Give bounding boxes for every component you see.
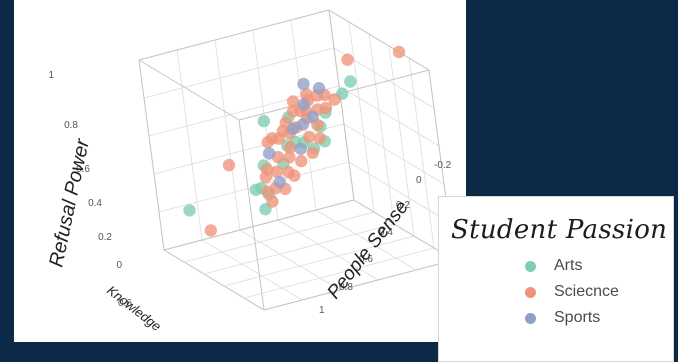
people-sense-tick-label: 1 [319, 305, 325, 316]
points-layer [183, 45, 406, 237]
box-edge [263, 259, 455, 311]
grid-line [315, 209, 417, 271]
data-point-arts [249, 183, 263, 196]
people-sense-tick-label: 0.2 [396, 200, 410, 211]
data-point-arts [183, 204, 196, 217]
data-point-sciecnce [270, 165, 283, 178]
grid-line [239, 229, 341, 291]
people-sense-tick-label: 0 [416, 175, 422, 186]
data-point-sports [312, 82, 326, 95]
data-point-sciecnce [259, 170, 273, 184]
data-point-sciecnce [286, 95, 300, 108]
people-sense-tick-label: 0.4 [379, 227, 393, 238]
grid-line [368, 33, 395, 225]
grid-line [243, 247, 435, 299]
data-point-sports [296, 118, 310, 131]
box-edge [328, 9, 355, 201]
grid-line [201, 239, 303, 301]
data-point-sports [262, 147, 276, 160]
data-point-sciecnce [286, 105, 300, 118]
grid-line [223, 235, 415, 287]
grid-line [203, 223, 395, 275]
grid-line [348, 21, 375, 213]
data-point-sciecnce [319, 101, 333, 115]
grid-line [348, 161, 450, 223]
legend-panel: Student Passion Arts Sciecnce Sports [438, 196, 674, 362]
grid-line [388, 45, 415, 237]
data-point-sciecnce [284, 141, 297, 154]
knowledge-tick-label: 0.6 [118, 298, 132, 309]
legend-label-arts: Arts [554, 257, 583, 274]
legend-marker-science [525, 286, 536, 298]
data-point-sciecnce [303, 130, 316, 144]
grid-line [277, 219, 379, 281]
data-point-sciecnce [283, 151, 296, 164]
box-edge [238, 119, 265, 311]
legend-item-science: Sciecnce [525, 281, 619, 303]
data-point-sciecnce [222, 158, 236, 172]
box-edge [138, 59, 240, 121]
data-point-sports [306, 110, 319, 123]
grid-line [176, 49, 203, 241]
scatter-3d-plot: 00.20.40.60.81-0.200.20.40.60.810.6Refus… [45, 9, 455, 334]
box-edge [328, 9, 430, 71]
data-point-sports [297, 98, 310, 111]
vertical-tick-label: 0.6 [76, 164, 90, 175]
grid-line [143, 47, 335, 99]
people-sense-tick-label: 0.6 [359, 254, 373, 265]
data-point-sciecnce [204, 224, 217, 237]
box-edge [138, 59, 165, 251]
data-point-sciecnce [392, 45, 406, 59]
grid-line [338, 85, 440, 147]
data-point-sciecnce [266, 195, 279, 208]
data-point-arts [257, 114, 270, 128]
box-edge [353, 199, 455, 261]
data-point-sciecnce [295, 154, 308, 168]
data-point-sciecnce [300, 88, 313, 101]
grid-line [343, 123, 445, 185]
data-point-sciecnce [288, 169, 301, 182]
people-sense-axis-title: People Sense [323, 197, 412, 303]
box-edge [163, 199, 355, 251]
vertical-tick-label: 0.2 [98, 232, 112, 243]
grid-line [408, 57, 435, 249]
data-point-sciecnce [313, 132, 326, 145]
legend-title: Student Passion [451, 215, 668, 245]
data-point-sports [294, 142, 307, 155]
data-point-sports [286, 122, 300, 135]
vertical-tick-label: 0 [116, 260, 122, 271]
legend-marker-arts [525, 260, 536, 272]
grid-line [183, 211, 375, 263]
box-edge [163, 249, 265, 311]
plot-panel: 0 0.2 0.4 0.6 0.8 1 -0.2 0 0.2 0.4 0.6 0.8 1 0.6 Refus… [14, 0, 466, 342]
data-point-sciecnce [266, 132, 279, 145]
people-sense-tick-label: -0.2 [434, 160, 452, 171]
vertical-tick-label: 1 [48, 70, 54, 81]
legend-label-science: Sciecnce [554, 283, 619, 300]
data-point-sciecnce [328, 93, 341, 106]
data-point-sciecnce [341, 53, 354, 66]
grid-line [214, 39, 241, 231]
legend-marker-sports [525, 312, 536, 324]
data-point-arts [344, 75, 357, 88]
legend-item-sports: Sports [525, 307, 600, 329]
knowledge-axis-title: Knowledge [104, 283, 164, 334]
data-point-sports [297, 77, 310, 91]
data-point-sciecnce [306, 146, 319, 159]
vertical-axis-title: Refusal Power [45, 136, 94, 269]
data-point-sciecnce [261, 185, 274, 198]
vertical-tick-label: 0.4 [88, 198, 102, 209]
data-point-sports [273, 175, 286, 189]
people-sense-tick-label: 0.8 [339, 282, 353, 293]
legend-label-sports: Sports [554, 309, 601, 326]
vertical-tick-label: 0.8 [64, 120, 78, 131]
box-edge [138, 9, 330, 61]
legend-item-arts: Arts [525, 255, 582, 277]
